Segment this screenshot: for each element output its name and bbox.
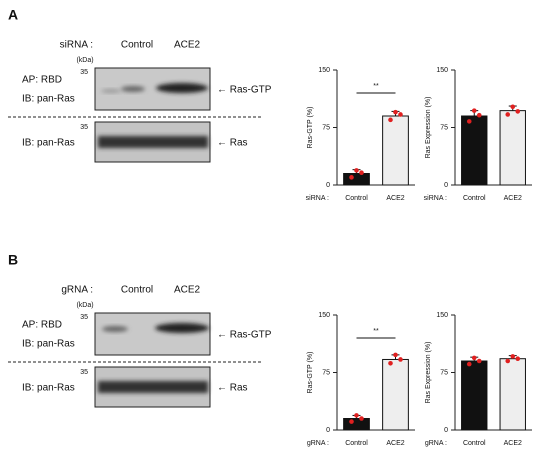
band: [102, 326, 128, 332]
y-tick-label: 75: [440, 369, 448, 376]
bar: [343, 173, 370, 186]
arrow-label: ← Ras-GTP: [217, 330, 272, 341]
band: [101, 89, 121, 93]
blot-label: IB: pan-Ras: [22, 94, 75, 105]
x-axis-label: gRNA :: [307, 440, 329, 447]
arrow-label: ← Ras: [217, 383, 248, 394]
significance-label: **: [373, 83, 379, 90]
x-axis-label: siRNA :: [424, 195, 447, 202]
panel-letter: B: [8, 252, 18, 268]
y-tick-label: 0: [444, 427, 448, 434]
header-label: gRNA :: [61, 285, 93, 296]
data-point: [471, 355, 477, 361]
band: [155, 323, 209, 333]
data-point: [388, 117, 393, 123]
y-tick-label: 0: [326, 182, 330, 189]
marker-label: 35: [80, 69, 88, 76]
x-tick-label: ACE2: [386, 195, 404, 202]
data-point: [349, 419, 354, 424]
y-axis-label: Ras-GTP (%): [307, 352, 314, 394]
marker-label: 35: [80, 314, 88, 321]
x-tick-label: Control: [463, 440, 486, 447]
marker-label: 35: [80, 124, 88, 131]
data-point: [476, 112, 482, 118]
x-tick-label: Control: [463, 195, 486, 202]
data-point: [505, 358, 511, 364]
data-point: [349, 175, 354, 180]
lane-label: Control: [121, 40, 153, 51]
bar: [382, 115, 409, 186]
x-tick-label: ACE2: [386, 440, 404, 447]
bar: [461, 115, 488, 186]
y-axis-label: Ras-GTP (%): [307, 107, 314, 149]
x-tick-label: Control: [345, 440, 368, 447]
data-point: [476, 358, 482, 364]
data-point: [354, 413, 359, 418]
arrow-label: ← Ras: [217, 138, 248, 149]
y-tick-label: 0: [326, 427, 330, 434]
band: [121, 86, 145, 92]
data-point: [515, 109, 521, 114]
blot-label: IB: pan-Ras: [22, 138, 75, 149]
band: [98, 136, 208, 148]
data-point: [515, 356, 521, 362]
data-point: [393, 352, 398, 358]
y-tick-label: 150: [436, 312, 448, 319]
marker-label: 35: [80, 369, 88, 376]
y-tick-label: 150: [318, 312, 330, 319]
blot-label: IB: pan-Ras: [22, 383, 75, 394]
x-axis-label: siRNA :: [306, 195, 329, 202]
data-point: [398, 357, 403, 362]
y-axis-label: Ras Expression (%): [425, 342, 432, 404]
data-point: [471, 108, 477, 113]
data-point: [388, 361, 393, 366]
y-tick-label: 75: [440, 124, 448, 131]
data-point: [510, 354, 516, 359]
y-tick-label: 75: [322, 124, 330, 131]
lane-label: ACE2: [174, 285, 201, 296]
y-tick-label: 0: [444, 182, 448, 189]
x-axis-label: gRNA :: [425, 440, 447, 447]
y-axis-label: Ras Expression (%): [425, 97, 432, 159]
arrow-label: ← Ras-GTP: [217, 85, 272, 96]
data-point: [359, 416, 364, 421]
data-point: [510, 104, 516, 110]
data-point: [354, 168, 359, 173]
bar: [382, 358, 409, 431]
data-point: [505, 112, 511, 117]
unit-label: (kDa): [76, 302, 93, 309]
blot-upper: [94, 312, 211, 356]
y-tick-label: 150: [318, 67, 330, 74]
blot-label: IB: pan-Ras: [22, 339, 75, 350]
y-tick-label: 150: [436, 67, 448, 74]
data-point: [393, 109, 398, 115]
data-point: [466, 119, 472, 124]
blot-label: AP: RBD: [22, 75, 62, 86]
unit-label: (kDa): [76, 57, 93, 64]
blot-label: AP: RBD: [22, 320, 62, 331]
bar: [499, 110, 526, 186]
y-tick-label: 75: [322, 369, 330, 376]
x-tick-label: ACE2: [504, 440, 522, 447]
band: [156, 83, 208, 93]
band: [98, 381, 208, 393]
header-label: siRNA :: [60, 40, 93, 51]
data-point: [466, 361, 472, 367]
data-point: [359, 170, 364, 176]
bar: [343, 418, 370, 431]
data-point: [398, 112, 403, 117]
bar: [461, 360, 488, 431]
lane-label: ACE2: [174, 40, 201, 51]
x-tick-label: ACE2: [504, 195, 522, 202]
significance-label: **: [373, 328, 379, 335]
lane-label: Control: [121, 285, 153, 296]
bar: [499, 358, 526, 431]
x-tick-label: Control: [345, 195, 368, 202]
panel-letter: A: [8, 7, 18, 23]
